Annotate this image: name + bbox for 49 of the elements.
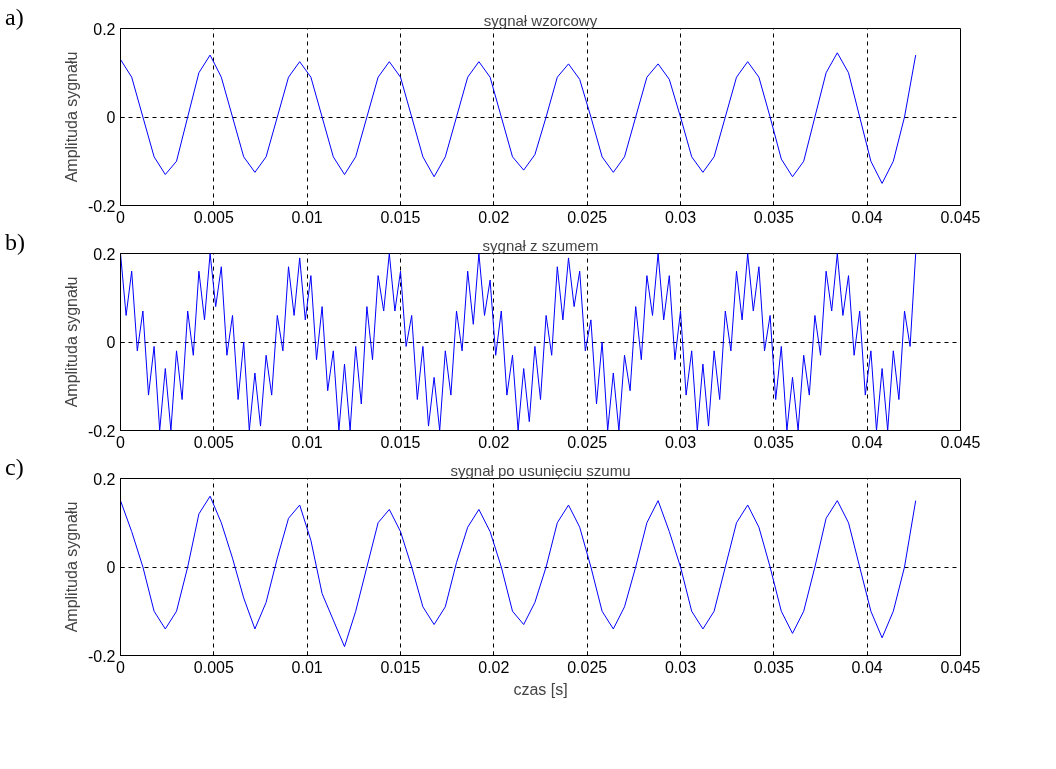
x-axis-title: czas [s] <box>513 680 568 698</box>
text: a) <box>5 3 24 32</box>
x-tick-label: 0.045 <box>940 433 981 451</box>
y-tick-label: 0.2 <box>93 20 116 38</box>
y-tick-label: 0 <box>106 334 116 351</box>
chart-title: sygnał po usunięciu szumu <box>450 461 631 479</box>
x-tick-label: 0.04 <box>851 658 883 676</box>
y-tick-label: 0.2 <box>93 245 116 263</box>
y-tick-label: -0.2 <box>87 197 116 215</box>
y-tick-label: 0 <box>106 559 116 576</box>
x-tick-label: 0.015 <box>380 208 421 226</box>
x-tick-label: 0.035 <box>753 433 794 451</box>
x-tick-label: 0.035 <box>753 658 794 676</box>
text: b) <box>5 228 25 257</box>
x-tick-label: 0.01 <box>291 208 323 226</box>
x-tick-label: 0.03 <box>664 208 697 226</box>
x-tick-label: 0.005 <box>193 658 234 676</box>
chart-title: sygnał wzorcowy <box>483 11 598 29</box>
line-series <box>120 253 917 431</box>
x-tick-label: 0.04 <box>851 208 883 226</box>
x-tick-label: 0.035 <box>753 208 794 226</box>
line-series <box>120 495 917 648</box>
y-axis-title: Amplituda sygnału <box>62 501 80 633</box>
y-tick-label: 0.2 <box>93 470 116 488</box>
text: c) <box>5 453 24 482</box>
x-tick-label: 0.025 <box>567 433 608 451</box>
x-tick-label: 0.03 <box>664 433 697 451</box>
x-tick-label: 0.045 <box>940 208 981 226</box>
x-tick-label: 0.005 <box>193 433 234 451</box>
y-axis-title: Amplituda sygnału <box>62 276 80 408</box>
y-axis-title: Amplituda sygnału <box>62 51 80 183</box>
x-tick-label: 0.01 <box>291 433 323 451</box>
y-tick-label: -0.2 <box>87 422 116 440</box>
x-tick-label: 0.015 <box>380 658 421 676</box>
x-tick-label: 0.01 <box>291 658 323 676</box>
line-series <box>120 52 917 184</box>
x-tick-label: 0.005 <box>193 208 234 226</box>
x-tick-label: 0.025 <box>567 208 608 226</box>
y-tick-label: -0.2 <box>87 647 116 665</box>
x-tick-label: 0.015 <box>380 433 421 451</box>
x-tick-label: 0.02 <box>478 208 510 226</box>
x-tick-label: 0.045 <box>940 658 981 676</box>
x-tick-label: 0.03 <box>664 658 697 676</box>
x-tick-label: 0.04 <box>851 433 883 451</box>
x-tick-label: 0.02 <box>478 433 510 451</box>
x-tick-label: 0.02 <box>478 658 510 676</box>
x-tick-label: 0.025 <box>567 658 608 676</box>
y-tick-label: 0 <box>106 109 116 126</box>
chart-title: sygnał z szumem <box>482 236 599 254</box>
